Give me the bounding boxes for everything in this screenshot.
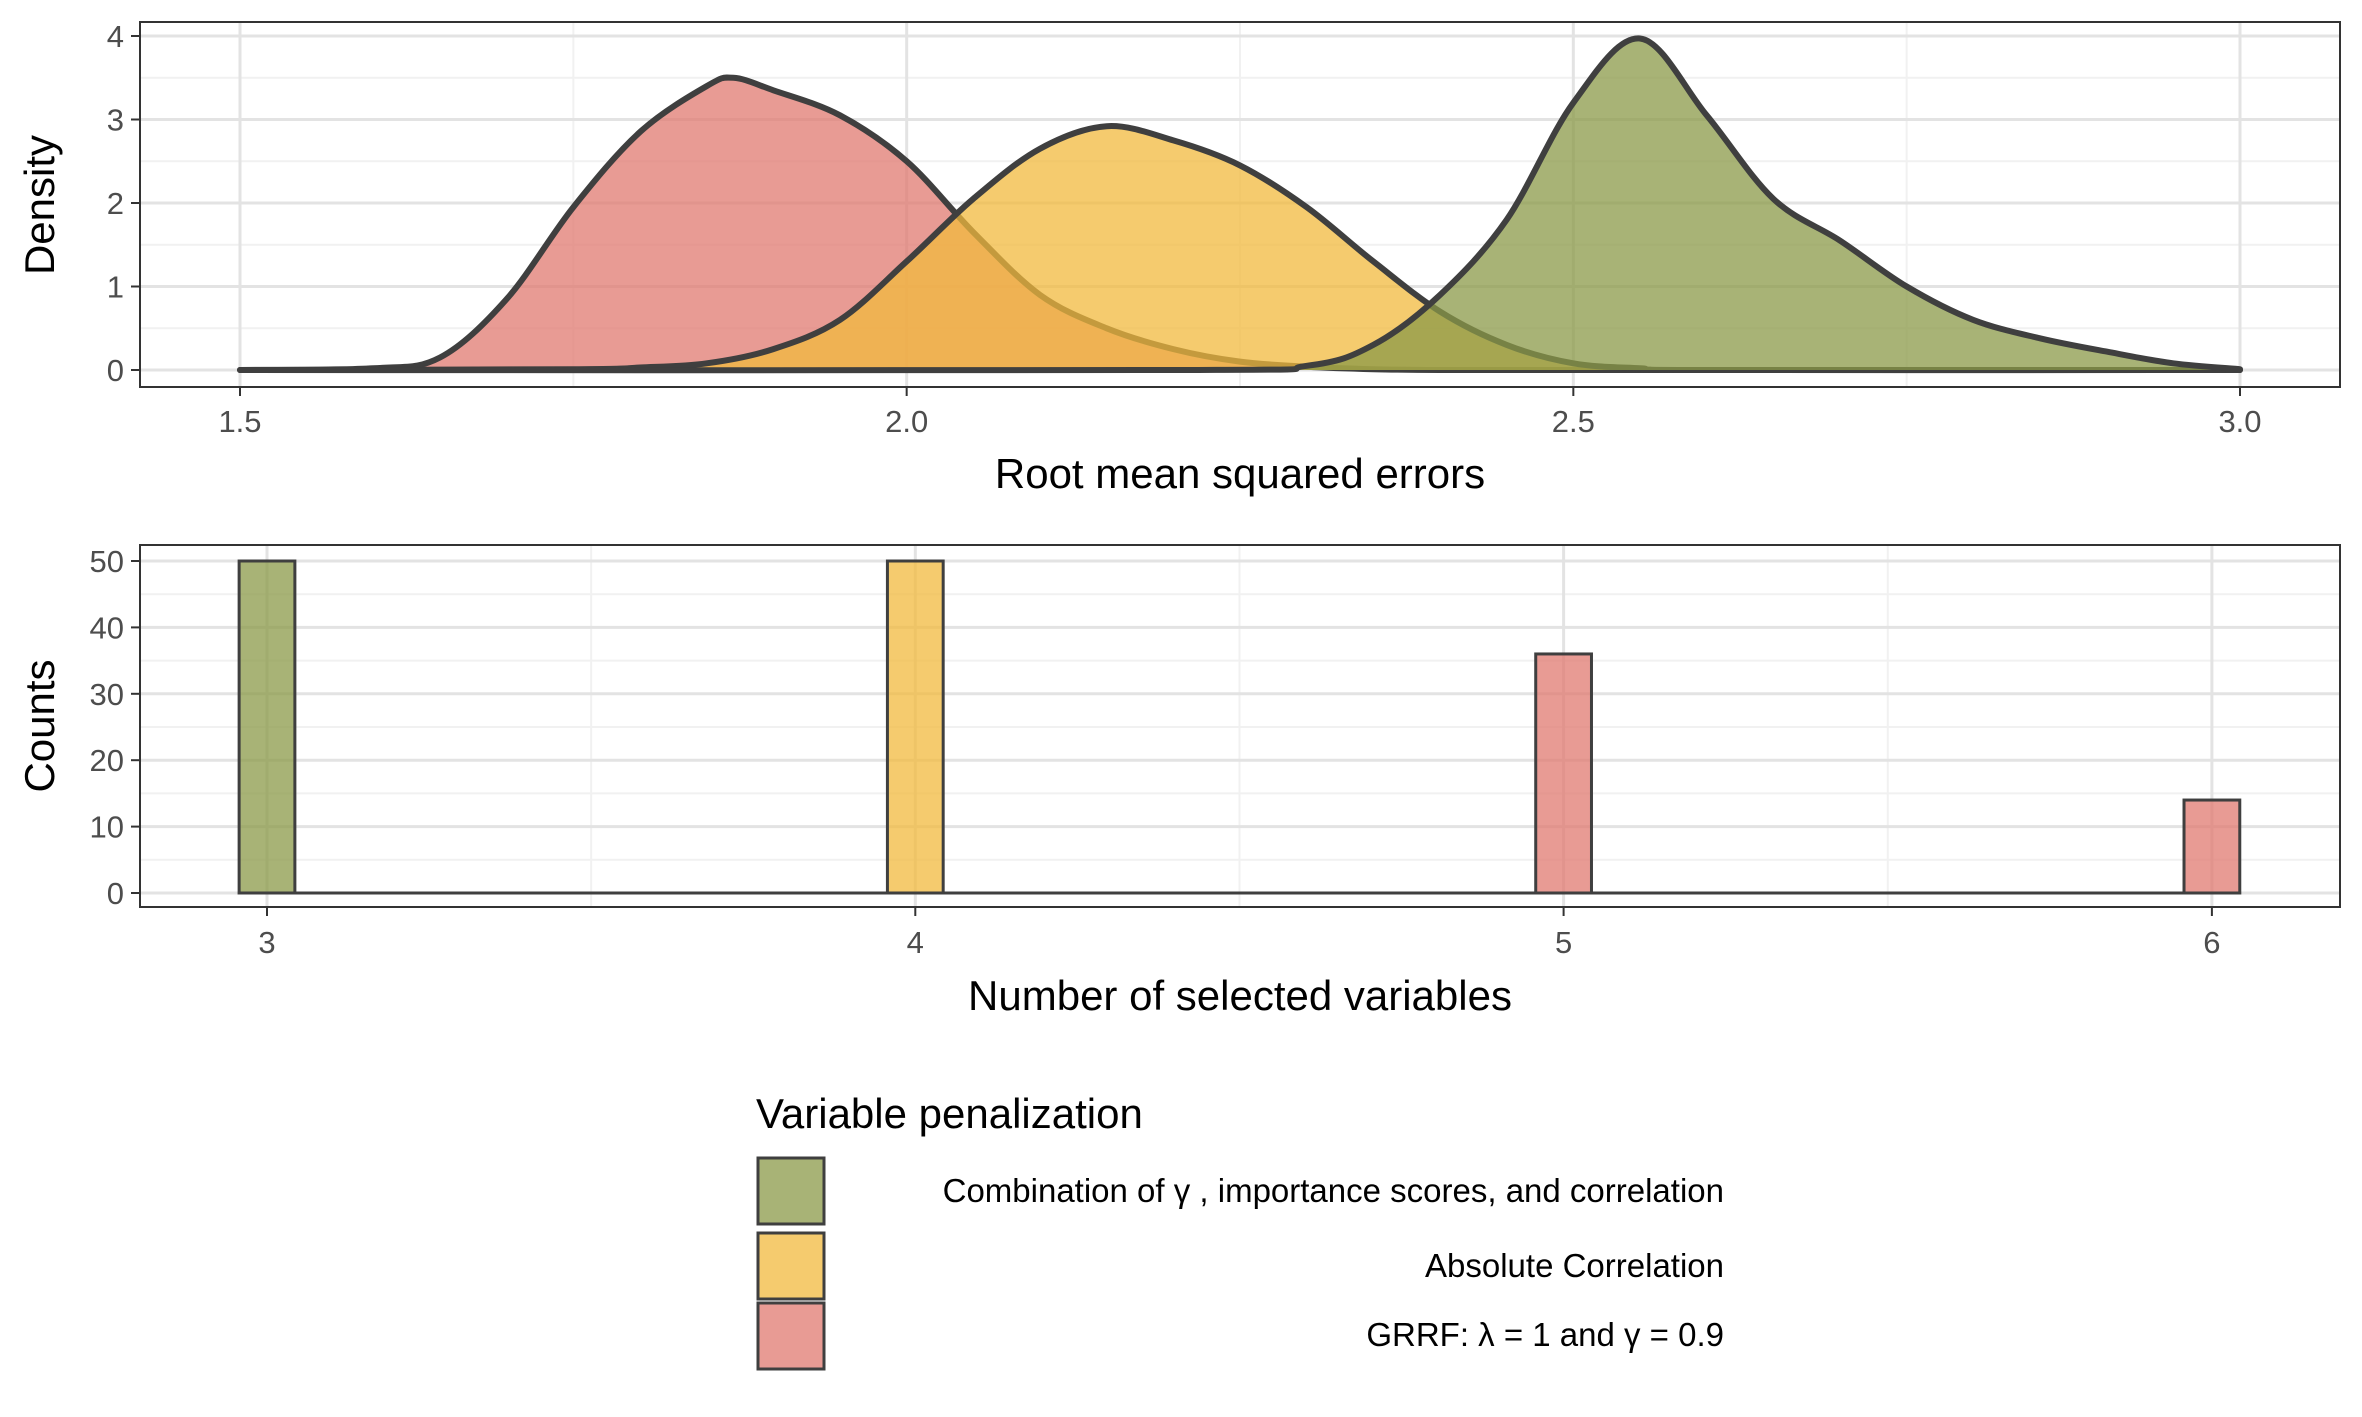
y-tick-label: 40 (90, 610, 124, 645)
density-area-combination (240, 38, 2240, 371)
bar-y-axis-title: Counts (16, 659, 63, 792)
y-tick-label: 30 (90, 677, 124, 712)
y-tick-label: 10 (90, 810, 124, 845)
bar-absolute-4 (885, 559, 945, 895)
bar-grrf-6 (2182, 798, 2242, 895)
bar-x-ticks: 3 4 5 6 (258, 907, 2221, 960)
legend-label-grrf: GRRF: λ = 1 and γ = 0.9 (1366, 1316, 1724, 1353)
x-tick-label: 3 (258, 925, 275, 960)
x-tick-label: 5 (1555, 925, 1572, 960)
x-tick-label: 3.0 (2218, 404, 2261, 439)
density-y-axis-title: Density (16, 135, 63, 275)
bar-combination-3 (237, 559, 297, 895)
x-tick-label: 2.0 (885, 404, 928, 439)
density-panel-border (139, 21, 2341, 388)
legend-title: Variable penalization (756, 1090, 1143, 1137)
x-tick-label: 4 (907, 925, 924, 960)
y-tick-label: 3 (107, 103, 124, 138)
y-tick-label: 0 (107, 353, 124, 388)
bar-x-axis-title: Number of selected variables (968, 972, 1512, 1019)
density-y-ticks: 0 1 2 3 4 (107, 19, 140, 388)
y-tick-label: 0 (107, 876, 124, 911)
x-tick-label: 1.5 (218, 404, 261, 439)
density-area-grrf (240, 77, 2240, 371)
x-tick-label: 6 (2203, 925, 2220, 960)
density-panel: 1.5 2.0 2.5 3.0 0 1 2 3 4 Root mean squared err… (16, 19, 2341, 497)
bar-panel: 3 4 5 6 0 10 20 30 40 50 Number of selected vari… (16, 544, 2341, 1019)
density-x-axis-title: Root mean squared errors (995, 450, 1485, 497)
legend-key-grrf (756, 1301, 826, 1371)
y-tick-label: 2 (107, 186, 124, 221)
density-area-absolute (240, 126, 2240, 371)
y-tick-label: 1 (107, 270, 124, 305)
bar-grrf-5 (1534, 652, 1593, 895)
bar-y-ticks: 0 10 20 30 40 50 (90, 544, 140, 911)
legend-label-absolute: Absolute Correlation (1425, 1247, 1724, 1284)
y-tick-label: 20 (90, 743, 124, 778)
density-line-combination (237, 35, 2243, 374)
density-x-ticks: 1.5 2.0 2.5 3.0 (218, 387, 2262, 439)
legend-label-combination: Combination of γ , importance scores, an… (943, 1172, 1724, 1209)
y-tick-label: 50 (90, 544, 124, 579)
legend-key-absolute (756, 1231, 826, 1301)
legend-key-combination (756, 1156, 826, 1226)
legend: Variable penalization Combination of γ ,… (756, 1090, 1724, 1371)
bar-marks (237, 559, 2242, 895)
density-areas (237, 35, 2243, 374)
bar-panel-border (139, 544, 2341, 908)
x-tick-label: 2.5 (1552, 404, 1595, 439)
y-tick-label: 4 (107, 19, 124, 54)
